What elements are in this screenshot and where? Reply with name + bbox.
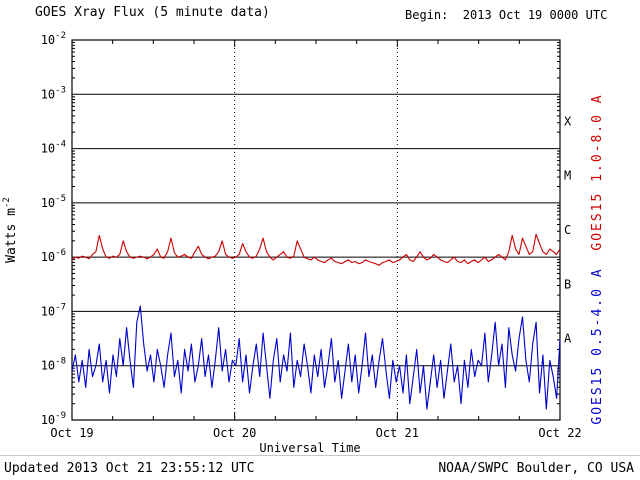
y-axis-title: Watts m-2: [2, 197, 19, 263]
y-tick-label: 10-7: [41, 302, 66, 318]
footer-divider: [0, 455, 640, 456]
series-axis-label: GOES15 1.0-8.0 A: [590, 93, 605, 250]
chart-svg: 10-2 10-3 10-4 10-5 10-6 10-7 10-8 10-9 X M C B A GOE…: [2, 31, 605, 455]
long-band-series-line: [71, 233, 561, 266]
x-tick-label: Oct 19: [50, 426, 93, 440]
chart-title: GOES Xray Flux (5 minute data): [35, 5, 270, 20]
short-band-series-line: [71, 305, 561, 410]
y-tick-label: 10-4: [41, 140, 66, 156]
credit-text: NOAA/SWPC Boulder, CO USA: [438, 461, 634, 476]
x-axis-title: Universal Time: [259, 441, 360, 455]
y-tick-label: 10-5: [41, 194, 66, 210]
y-tick-label: 10-9: [41, 411, 66, 427]
x-tick-label: Oct 21: [376, 426, 419, 440]
plot-frame: [71, 39, 561, 421]
flare-class-label: X: [564, 114, 572, 128]
x-tick-label: Oct 20: [213, 426, 256, 440]
y-tick-label: 10-2: [41, 31, 66, 47]
updated-timestamp: Updated 2013 Oct 21 23:55:12 UTC: [4, 461, 255, 476]
flare-class-label: A: [564, 332, 572, 346]
x-tick-label: Oct 22: [538, 426, 581, 440]
flare-class-label: B: [564, 277, 571, 291]
begin-timestamp: Begin: 2013 Oct 19 0000 UTC: [405, 8, 608, 22]
flare-class-label: M: [564, 169, 571, 183]
y-tick-label: 10-3: [41, 85, 66, 101]
xray-flux-chart: 10-2 10-3 10-4 10-5 10-6 10-7 10-8 10-9 X M C B A GOE…: [2, 31, 605, 455]
y-tick-label: 10-8: [41, 357, 66, 373]
y-tick-label: 10-6: [41, 248, 66, 264]
series-axis-label: GOES15 0.5-4.0 A: [590, 267, 605, 424]
flare-class-label: C: [564, 223, 571, 237]
